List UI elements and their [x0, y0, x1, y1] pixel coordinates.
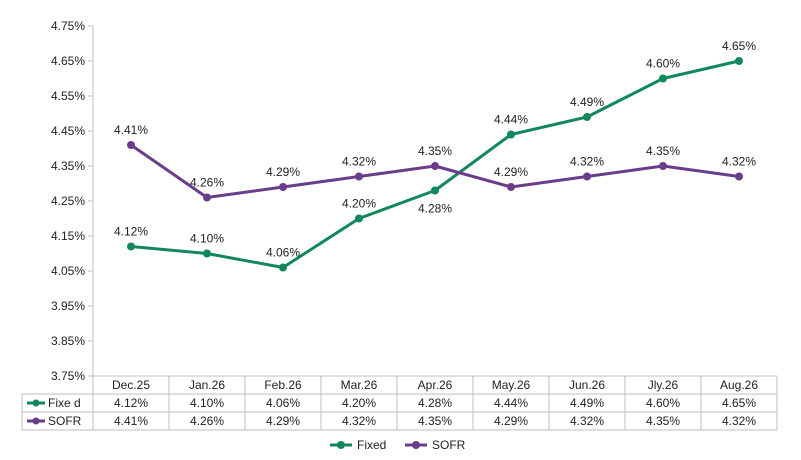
data-label: 4.32% [342, 155, 376, 169]
data-point [659, 74, 667, 83]
y-tick-label: 4.05% [51, 264, 85, 278]
data-point [583, 172, 591, 181]
table-cell: 4.44% [494, 396, 528, 410]
data-label: 4.60% [646, 57, 680, 71]
data-label: 4.06% [266, 246, 300, 260]
legend-label: SOFR [432, 438, 466, 452]
table-cell: 4.28% [418, 396, 452, 410]
data-label: 4.29% [494, 165, 528, 179]
table-series-name: Fixe d [48, 396, 81, 410]
legend-marker [412, 441, 420, 449]
legend-label: Fixed [357, 438, 386, 452]
data-point [507, 130, 515, 139]
series-lines [127, 57, 743, 272]
table-cell: 4.29% [266, 414, 300, 428]
y-tick-label: 4.15% [51, 229, 85, 243]
x-category-label: Apr.26 [418, 378, 453, 392]
table-legend-marker [32, 417, 40, 425]
x-category-label: Feb.26 [264, 378, 302, 392]
x-category-label: Aug.26 [720, 378, 758, 392]
table-cell: 4.41% [114, 414, 148, 428]
data-label: 4.35% [646, 144, 680, 158]
table-cell: 4.26% [190, 414, 224, 428]
data-label: 4.65% [722, 39, 756, 53]
legend: Fixed SOFR [330, 438, 466, 452]
table-cell: 4.12% [114, 396, 148, 410]
y-tick-label: 4.65% [51, 54, 85, 68]
data-label: 4.49% [570, 95, 604, 109]
y-tick-label: 3.75% [51, 369, 85, 383]
data-point [279, 263, 287, 272]
data-point [127, 141, 135, 149]
data-table: Dec.25 Jan.26 Feb.26 Mar.26 Apr.26 May.26 Jun.… [21, 375, 778, 431]
table-legend-marker [32, 399, 40, 407]
data-label: 4.26% [190, 176, 224, 190]
data-label: 4.28% [418, 202, 452, 216]
table-cell: 4.60% [646, 396, 680, 410]
y-tick-label: 3.85% [51, 334, 85, 348]
data-label: 4.44% [494, 113, 528, 127]
table-cell: 4.49% [570, 396, 604, 410]
data-point [127, 242, 135, 251]
data-point [355, 172, 363, 181]
data-point [735, 172, 743, 181]
x-category-label: Jun.26 [569, 378, 605, 392]
data-label: 4.35% [418, 144, 452, 158]
y-tick-label: 4.55% [51, 89, 85, 103]
table-series-name: SOFR [48, 414, 82, 428]
x-category-label: Jly.26 [648, 378, 679, 392]
table-cell: 4.10% [190, 396, 224, 410]
table-cell: 4.32% [722, 414, 756, 428]
data-point [735, 57, 743, 65]
data-point [659, 162, 667, 170]
data-point [203, 249, 211, 258]
data-labels: 4.12% 4.10% 4.06% 4.20% 4.28% 4.44% 4.49% 4.60%… [114, 39, 756, 260]
data-label: 4.41% [114, 123, 148, 137]
table-cell: 4.20% [342, 396, 376, 410]
x-category-label: May.26 [492, 378, 531, 392]
table-cell: 4.06% [266, 396, 300, 410]
table-cell: 4.29% [494, 414, 528, 428]
data-point [583, 113, 591, 121]
y-tick-label: 4.25% [51, 194, 85, 208]
table-cell: 4.65% [722, 396, 756, 410]
data-point [279, 183, 287, 191]
table-cell: 4.35% [418, 414, 452, 428]
data-point [431, 162, 439, 170]
y-tick-label: 4.45% [51, 124, 85, 138]
y-tick-label: 4.35% [51, 159, 85, 173]
y-tick-label: 3.95% [51, 299, 85, 313]
legend-marker [337, 441, 345, 449]
data-point [203, 193, 211, 202]
x-category-label: Dec.25 [112, 378, 150, 392]
x-category-label: Mar.26 [341, 378, 378, 392]
data-label: 4.29% [266, 165, 300, 179]
table-cell: 4.32% [570, 414, 604, 428]
data-point [431, 186, 439, 195]
data-label: 4.32% [570, 155, 604, 169]
y-tick-label: 4.75% [51, 19, 85, 33]
y-axis: 3.75% 3.85% 3.95% 4.05% 4.15% 4.25% 4.35% 4.45%… [51, 19, 94, 383]
x-category-label: Jan.26 [189, 378, 225, 392]
data-label: 4.20% [342, 197, 376, 211]
table-cell: 4.35% [646, 414, 680, 428]
data-point [507, 183, 515, 191]
data-label: 4.12% [114, 225, 148, 239]
data-label: 4.10% [190, 232, 224, 246]
data-label: 4.32% [722, 155, 756, 169]
data-point [355, 214, 363, 223]
table-cell: 4.32% [342, 414, 376, 428]
